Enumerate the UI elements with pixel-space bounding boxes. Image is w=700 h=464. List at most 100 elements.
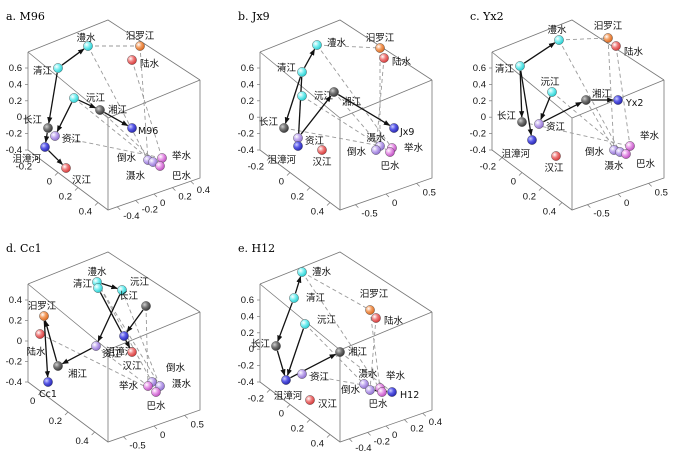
dashed-edge [558, 39, 621, 153]
y-tick-label: -0.2 [142, 204, 158, 215]
node-marker [527, 135, 537, 145]
box-top-edge [27, 19, 201, 81]
x-tick [64, 411, 69, 416]
z-tick-label: -0.4 [238, 145, 254, 156]
dashed-edge [145, 305, 149, 387]
solid-edge [44, 320, 58, 362]
node-marker [312, 40, 322, 50]
dashed-edge [96, 281, 161, 387]
panel-title: a. M96 [6, 10, 45, 23]
node-label: 举水 [172, 150, 192, 162]
node-marker [83, 41, 93, 51]
solid-edge [303, 48, 316, 68]
box-inner-edge [259, 51, 341, 119]
z-tick-label: 0.6 [9, 63, 22, 74]
node-label: 汉江 [318, 399, 338, 410]
x-tick-label: 0.2 [523, 192, 536, 203]
node-label: 举水 [386, 370, 406, 382]
x-tick-label: 0.2 [59, 192, 72, 203]
node-marker [95, 105, 105, 115]
node-marker [385, 147, 395, 157]
y-tick-label: 0.4 [429, 417, 442, 428]
z-tick-label: -0.2 [238, 361, 254, 372]
panel-title: c. Yx2 [470, 10, 504, 23]
solid-edge [104, 111, 129, 127]
node-label: 澧水 [327, 37, 347, 49]
node-label: 湘江 [348, 346, 368, 358]
z-tick-label: -0.2 [6, 129, 22, 140]
x-tick-label: 0.4 [79, 207, 92, 218]
node-marker [335, 347, 345, 357]
node-marker [43, 123, 53, 133]
node-marker [379, 53, 389, 63]
solid-edge [276, 350, 286, 376]
node-marker [613, 95, 623, 105]
y-tick [367, 432, 371, 436]
node-marker [547, 87, 557, 97]
dashed-edge [585, 99, 615, 151]
node-marker [91, 341, 101, 351]
y-tick-label: 0 [392, 430, 397, 441]
box-inner-edge [107, 79, 201, 119]
x-tick [94, 202, 99, 206]
y-tick-label: 0.5 [191, 419, 204, 430]
dashed-edge [301, 271, 383, 393]
z-tick-label: 0.4 [473, 79, 486, 90]
solid-edge [56, 102, 73, 133]
panel-title: b. Jx9 [238, 10, 270, 23]
node-marker [119, 331, 129, 341]
solid-edge [520, 70, 533, 136]
node-label: 沮漳河 [12, 153, 41, 165]
z-tick-label: 0.4 [9, 295, 22, 306]
z-tick-label: 0.4 [241, 79, 254, 90]
y-tick [385, 193, 390, 198]
node-marker [377, 387, 387, 397]
box-inner-edge [27, 283, 109, 351]
x-tick [306, 187, 311, 191]
dashed-edge [316, 44, 381, 49]
x-tick-label: 0.2 [49, 416, 62, 427]
node-marker [43, 377, 53, 387]
x-tick [266, 389, 271, 393]
y-tick-label: 0.5 [655, 187, 668, 198]
solid-edge [78, 99, 97, 109]
solid-edge [519, 70, 525, 118]
solid-edge [337, 94, 391, 126]
x-tick-label: 0 [30, 396, 35, 407]
solid-edge [101, 282, 118, 290]
node-marker [297, 67, 307, 77]
solid-edge [97, 294, 121, 343]
dashed-edge [339, 351, 393, 393]
node-marker [375, 43, 385, 53]
node-label: 汉江 [312, 157, 332, 168]
dashed-edge [95, 345, 149, 387]
x-tick-label: -0.2 [248, 394, 264, 405]
node-label: 湘江 [592, 88, 612, 100]
node-marker [297, 91, 307, 101]
z-tick-label: 0.2 [473, 96, 486, 107]
dashed-edge [283, 127, 393, 149]
panel-3: c. Yx2 0.6 0.4 0.2 0 -0.2 -0.4 -0.2 0 0.2 0.4 0.5 0 -… [470, 10, 668, 220]
solid-edge [300, 95, 332, 135]
node-marker [517, 117, 527, 127]
x-tick-label: 0.2 [291, 424, 304, 435]
dashed-edge [131, 59, 163, 159]
node-marker [271, 341, 281, 351]
panel-title: d. Cc1 [6, 242, 42, 255]
y-tick [404, 419, 408, 423]
box-top-edge [259, 19, 433, 81]
y-tick [135, 200, 139, 204]
node-label: 倒水 [585, 146, 605, 158]
y-tick [422, 412, 427, 417]
node-marker [61, 163, 71, 173]
node-marker [329, 87, 339, 97]
dashed-edge [39, 333, 157, 393]
y-tick [190, 180, 195, 185]
z-tick-label: 0 [17, 112, 22, 123]
x-tick-label: 0.4 [543, 207, 556, 218]
x-tick-label: 0 [511, 177, 516, 188]
y-tick-label: 0 [392, 198, 397, 209]
node-marker [279, 123, 289, 133]
x-tick [74, 187, 79, 191]
